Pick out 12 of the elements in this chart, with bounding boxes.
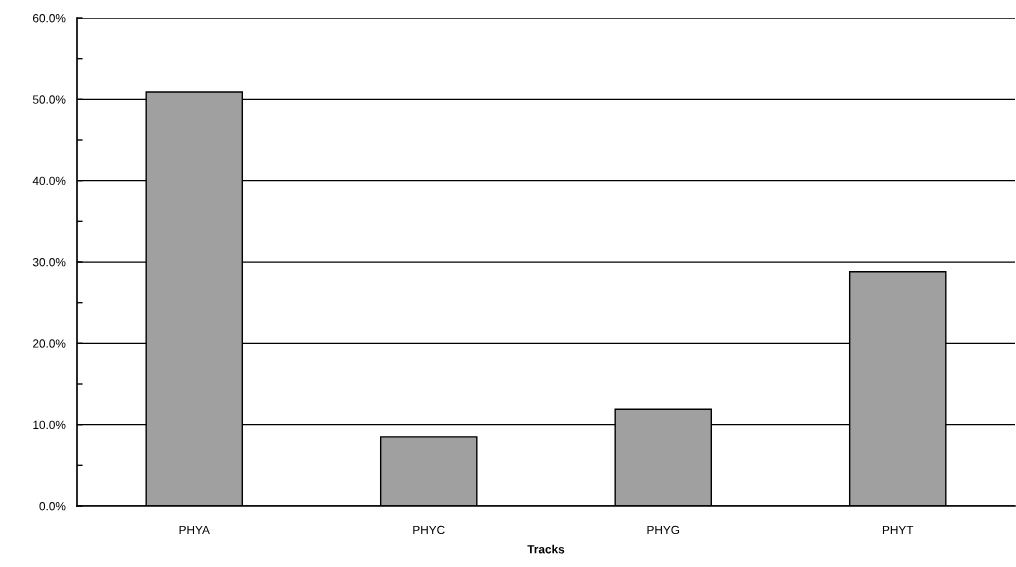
y-tick-label: 30.0% <box>32 258 66 267</box>
y-tick-label: 40.0% <box>32 176 66 186</box>
x-tick-label: PHYC <box>413 525 445 535</box>
y-tick-label: 50.0% <box>32 95 66 104</box>
y-tick-label: 0.0% <box>39 502 66 511</box>
y-tick-label: 20.0% <box>33 339 66 348</box>
x-tick-label: PHYT <box>882 525 914 534</box>
x-tick-label: PHYA <box>179 525 210 534</box>
x-axis-title: Tracks <box>527 544 565 554</box>
x-tick-label: PHYG <box>647 525 680 535</box>
y-tick-label: 60.0% <box>33 14 66 23</box>
y-tick-label: 10.0% <box>33 420 66 430</box>
